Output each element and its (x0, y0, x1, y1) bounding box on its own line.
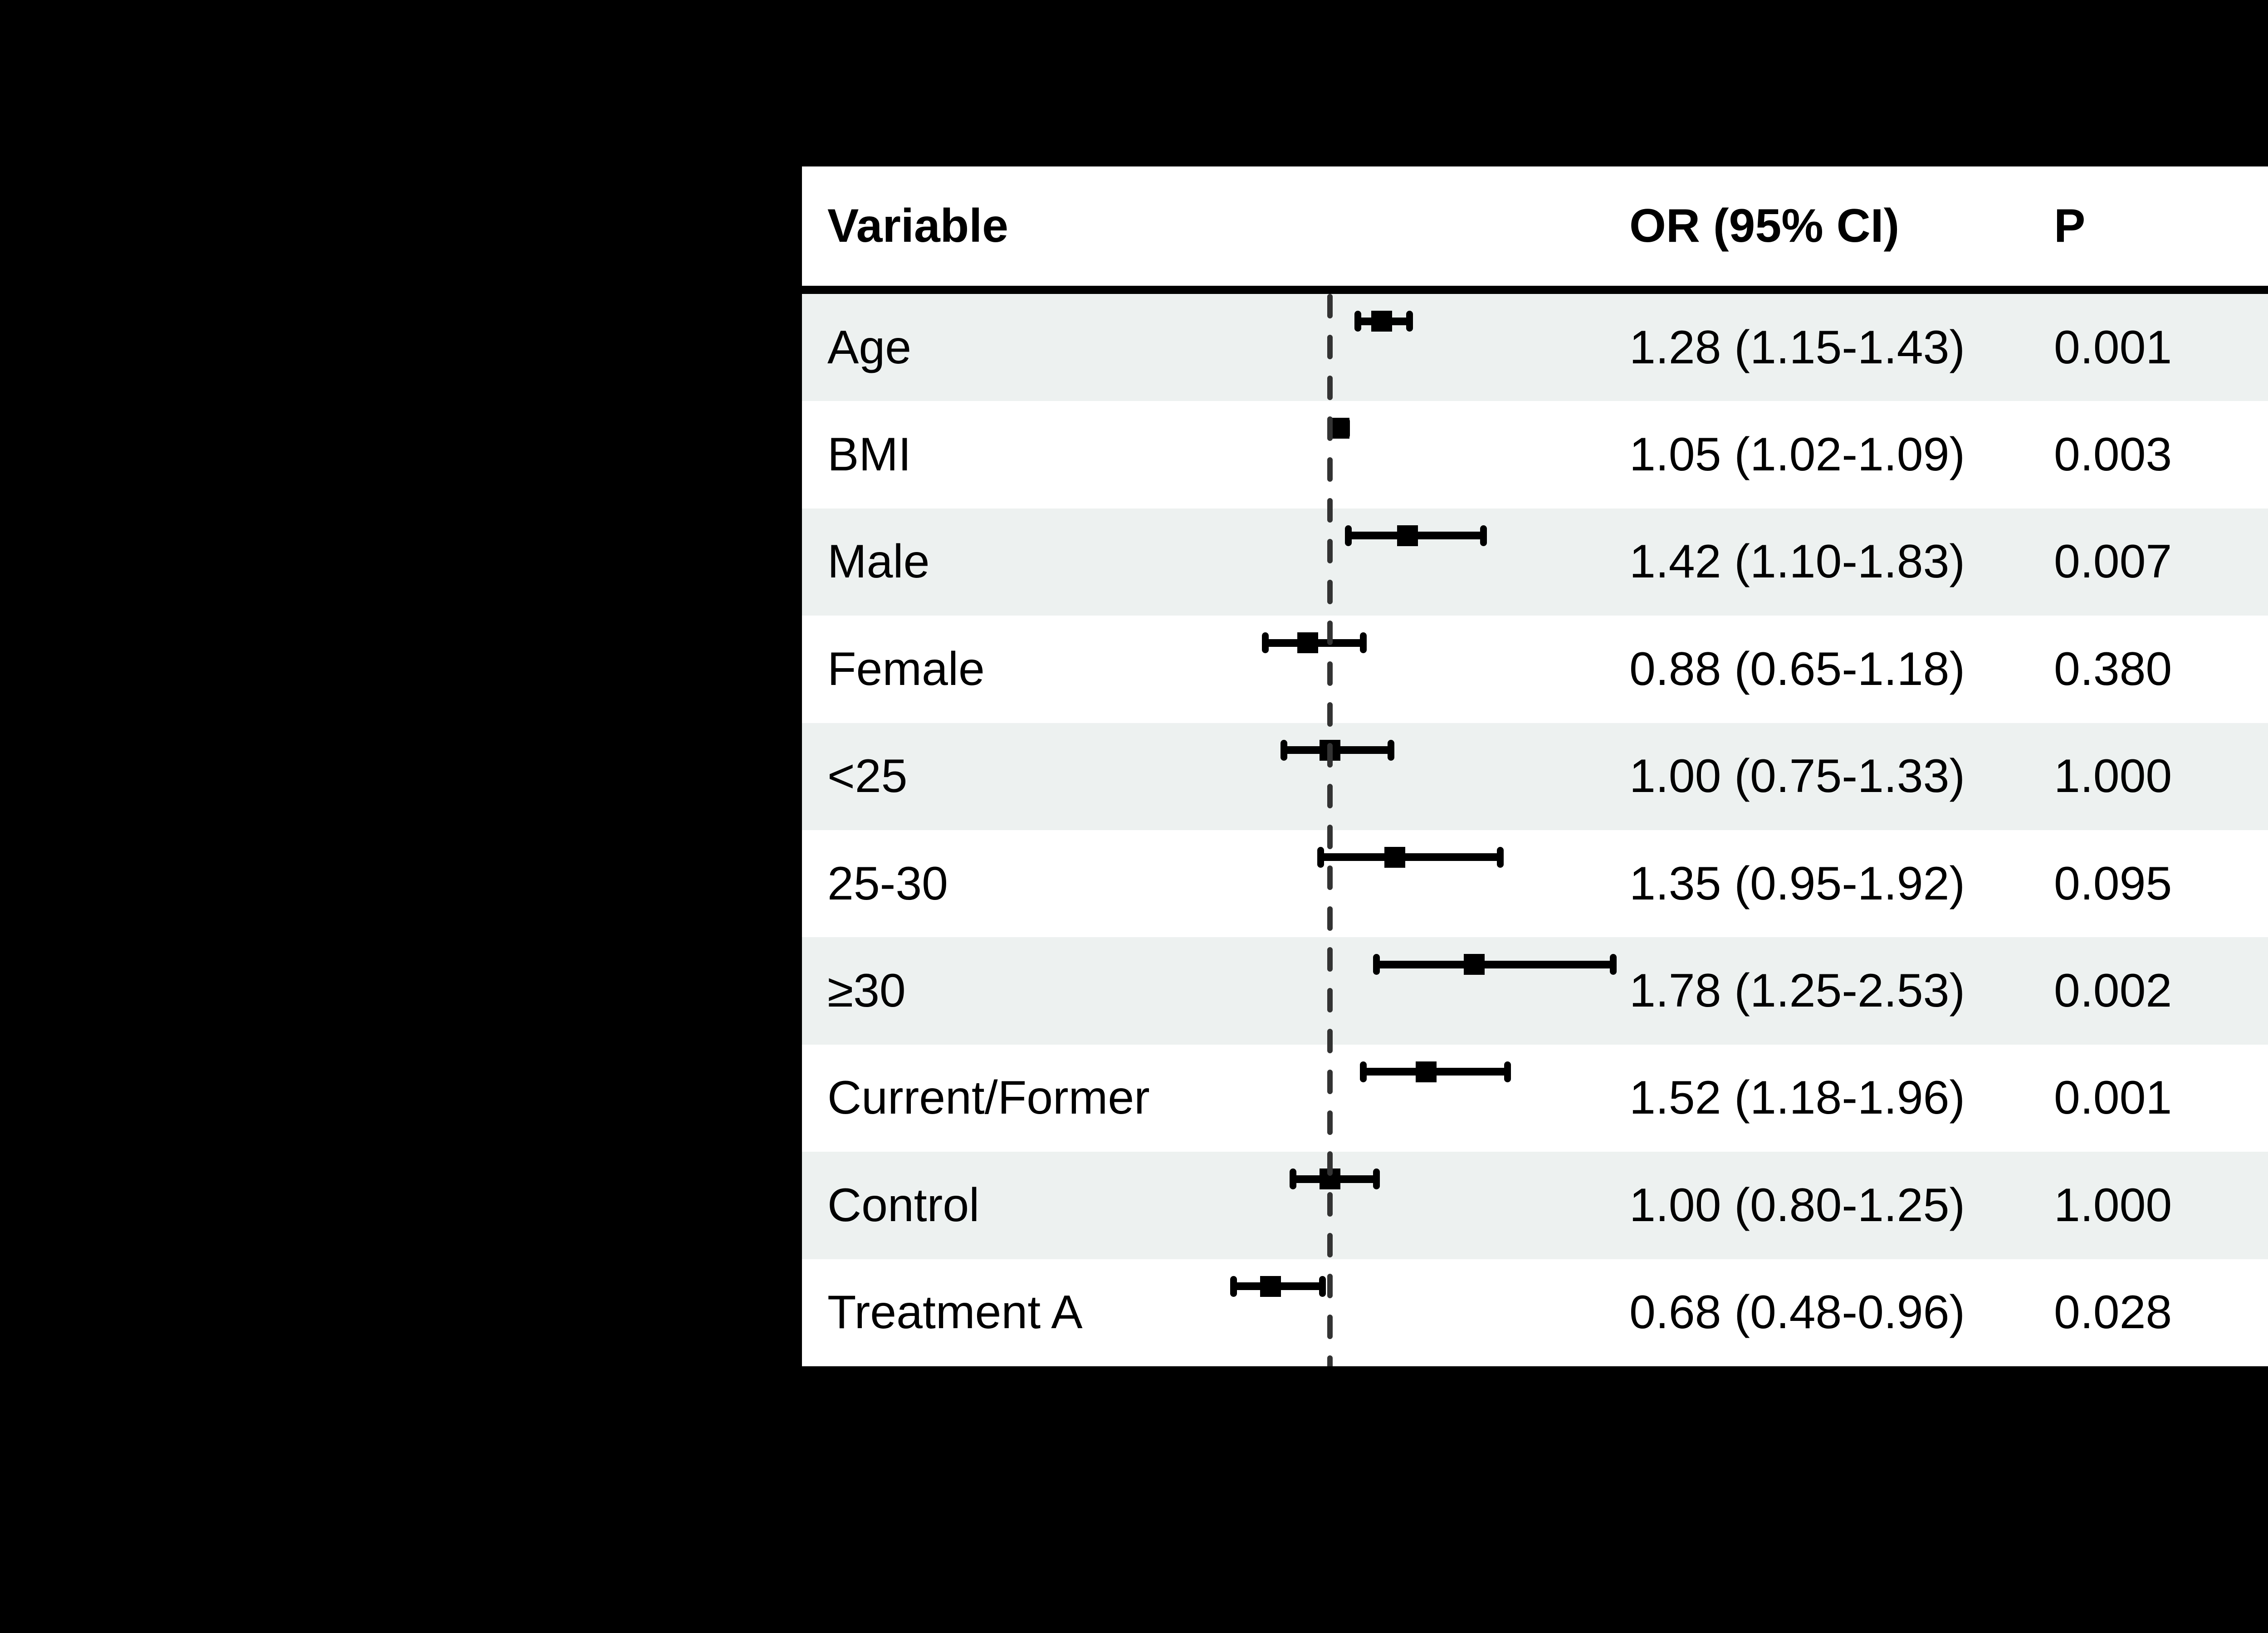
row-or-ci-value: 1.28 (1.15-1.43) (1629, 321, 1965, 374)
ci-cap-low (1359, 1061, 1367, 1082)
header-variable: Variable (827, 200, 1008, 252)
or-point-marker (1297, 632, 1319, 654)
ci-cap-high (1504, 1061, 1511, 1082)
ci-cap-low (1345, 525, 1352, 546)
ci-cap-low (1261, 632, 1269, 654)
row-or-ci-value: 1.00 (0.80-1.25) (1629, 1178, 1965, 1232)
header-or-ci: OR (95% CI) (1629, 200, 1900, 252)
or-point-marker (1329, 418, 1350, 439)
row-or-ci-value: 0.88 (0.65-1.18) (1629, 642, 1965, 695)
ci-cap-low (1230, 1276, 1237, 1297)
ci-cap-high (1406, 311, 1413, 332)
row-p-value: 0.380 (2054, 642, 2172, 695)
ci-cap-high (1480, 525, 1487, 546)
or-point-marker (1464, 954, 1485, 975)
row-variable-label: BMI (827, 428, 911, 481)
ci-cap-high (1359, 632, 1367, 654)
row-p-value: 0.028 (2054, 1286, 2172, 1339)
row-or-ci-value: 1.42 (1.10-1.83) (1629, 535, 1965, 588)
row-variable-label: 25-30 (827, 857, 948, 910)
row-variable-label: Control (827, 1178, 980, 1232)
row-variable-label: Male (827, 535, 930, 588)
row-p-value: 0.001 (2054, 1071, 2172, 1125)
row-variable-label: <25 (827, 750, 908, 803)
row-p-value: 0.002 (2054, 964, 2172, 1017)
row-or-ci-value: 1.05 (1.02-1.09) (1629, 428, 1965, 481)
row-p-value: 0.007 (2054, 535, 2172, 588)
or-point-marker (1320, 739, 1340, 761)
row-variable-label: Treatment A (827, 1286, 1083, 1339)
row-or-ci-value: 1.35 (0.95-1.92) (1629, 857, 1965, 910)
row-or-ci-value: 1.00 (0.75-1.33) (1629, 750, 1965, 803)
row-variable-label: Age (827, 321, 912, 374)
header-p: P (2054, 200, 2086, 252)
or-point-marker (1320, 1169, 1340, 1190)
row-or-ci-value: 0.68 (0.48-0.96) (1629, 1286, 1965, 1339)
row-p-value: 0.095 (2054, 857, 2172, 910)
ci-cap-high (1373, 1169, 1380, 1190)
row-variable-label: ≥30 (827, 964, 906, 1017)
ci-cap-high (1388, 739, 1395, 761)
ci-cap-high (1609, 954, 1617, 975)
table-row: <251.00 (0.75-1.33)1.000320 (802, 723, 2268, 830)
row-or-ci-value: 1.52 (1.18-1.96) (1629, 1071, 1965, 1125)
ci-cap-low (1280, 739, 1287, 761)
row-or-ci-value: 1.78 (1.25-2.53) (1629, 964, 1965, 1017)
table-row: ≥301.78 (1.25-2.53)0.002220 (802, 937, 2268, 1045)
or-point-marker (1371, 311, 1393, 332)
ci-cap-high (1319, 1276, 1326, 1297)
ci-cap-low (1317, 846, 1325, 868)
forest-plot-table: Variable OR (95% CI) P N Age 1.28 (1.15-1… (802, 166, 2268, 1366)
or-point-marker (1416, 1061, 1437, 1082)
or-point-marker (1384, 846, 1405, 868)
table-row: 25-301.35 (0.95-1.92)0.095310 (802, 830, 2268, 938)
row-variable-label: Female (827, 642, 985, 695)
row-p-value: 1.000 (2054, 1178, 2172, 1232)
ci-cap-high (1496, 846, 1504, 868)
row-variable-label: Current/Former (827, 1071, 1150, 1125)
row-p-value: 0.003 (2054, 428, 2172, 481)
table-row: Treatment A0.68 (0.48-0.96)0.028285 (802, 1259, 2268, 1366)
ci-whisker (1376, 960, 1613, 968)
ci-cap-low (1373, 954, 1380, 975)
table-header-row: Variable OR (95% CI) P N (802, 166, 2268, 294)
or-point-marker (1260, 1276, 1281, 1297)
ci-cap-low (1354, 311, 1361, 332)
row-p-value: 0.001 (2054, 321, 2172, 374)
ci-cap-low (1289, 1169, 1296, 1190)
or-point-marker (1397, 525, 1418, 546)
row-p-value: 1.000 (2054, 750, 2172, 803)
ci-whisker (1320, 853, 1501, 861)
